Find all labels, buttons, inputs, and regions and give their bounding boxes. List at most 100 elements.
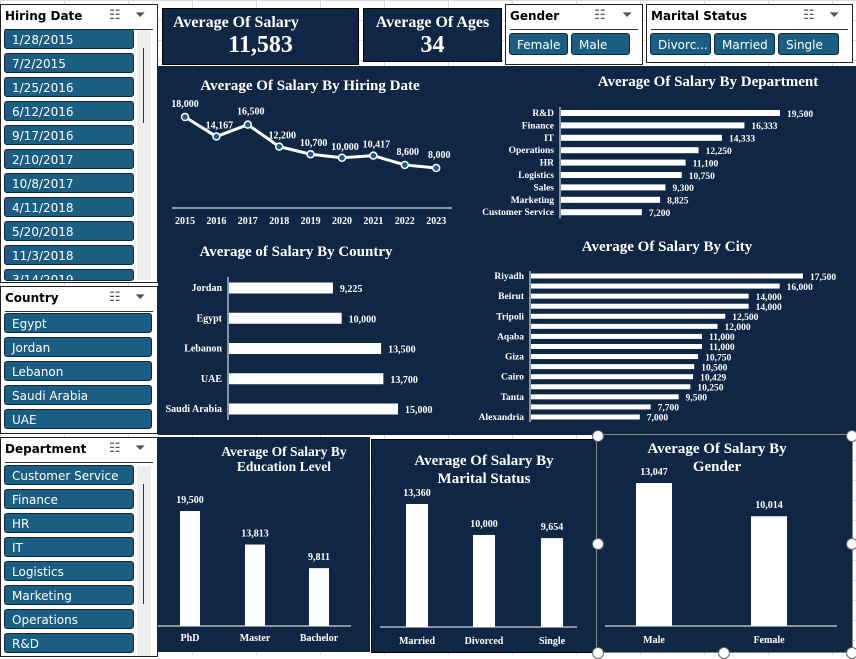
- data-label: 10,417: [363, 140, 391, 151]
- resize-handle[interactable]: [718, 647, 730, 659]
- resize-handle[interactable]: [846, 538, 856, 550]
- slicer-item[interactable]: Single: [778, 33, 839, 55]
- category-label: Male: [643, 635, 665, 646]
- bar: [531, 384, 691, 390]
- chart-title: Average Of Salary By: [414, 453, 554, 469]
- multi-select-icon[interactable]: ☷: [109, 8, 121, 23]
- slicer-item[interactable]: 3/14/2019: [4, 269, 134, 281]
- bar: [531, 273, 803, 279]
- data-point: [212, 132, 221, 141]
- slicer-item[interactable]: Logistics: [4, 561, 134, 581]
- chart-salary-by-marital-status[interactable]: Average Of Salary By Marital Status 13,360…: [371, 439, 598, 653]
- multi-select-icon[interactable]: ☷: [594, 8, 606, 23]
- clear-filter-icon[interactable]: ⏷: [829, 8, 840, 23]
- data-label: 11,000: [709, 343, 735, 353]
- slicer-item[interactable]: 10/8/2017: [4, 173, 134, 193]
- data-label: 16,000: [787, 283, 813, 293]
- category-label: HR: [540, 159, 554, 169]
- slicer-item[interactable]: 2/10/2017: [4, 149, 134, 169]
- bar: [531, 343, 702, 349]
- slicer-item[interactable]: 4/11/2018: [4, 197, 134, 217]
- slicer-item[interactable]: Married: [714, 33, 775, 55]
- clear-filter-icon[interactable]: ⏷: [622, 8, 633, 23]
- kpi-value: 34: [420, 32, 445, 58]
- bar: [531, 333, 702, 339]
- chart-salary-by-country[interactable]: Average of Salary By Country Jordan 9,225 E…: [160, 235, 460, 430]
- chart-salary-by-gender[interactable]: Average Of Salary By Gender 13,047 Male 10,0…: [596, 434, 853, 653]
- resize-handle[interactable]: [846, 647, 856, 659]
- bar: [309, 568, 329, 626]
- data-label: 8,600: [397, 147, 420, 158]
- data-label: 7,700: [658, 404, 680, 414]
- slicer-item[interactable]: 5/20/2018: [4, 221, 134, 241]
- resize-handle[interactable]: [846, 430, 856, 442]
- bar: [229, 403, 398, 415]
- clear-filter-icon[interactable]: ⏷: [135, 441, 146, 456]
- slicer-gender: Gender ☷ ⏷ Female Male: [505, 4, 643, 65]
- bar: [561, 134, 722, 141]
- resize-handle[interactable]: [592, 538, 604, 550]
- slicer-item[interactable]: HR: [4, 513, 134, 533]
- slicer-item[interactable]: IT: [4, 537, 134, 557]
- slicer-item[interactable]: Operations: [4, 609, 134, 629]
- data-label: 16,500: [237, 107, 264, 118]
- bar: [531, 394, 679, 400]
- data-point: [369, 151, 378, 160]
- bar: [531, 364, 695, 370]
- slicer-item[interactable]: R&D: [4, 633, 134, 653]
- data-label: 9,654: [541, 522, 564, 533]
- scrollbar[interactable]: [137, 30, 151, 280]
- slicer-item[interactable]: Male: [571, 33, 630, 55]
- multi-select-icon[interactable]: ☷: [803, 8, 815, 23]
- multi-select-icon[interactable]: ☷: [109, 441, 121, 456]
- data-label: 12,000: [725, 323, 751, 333]
- data-label: 12,500: [732, 313, 758, 323]
- slicer-item[interactable]: 1/28/2015: [4, 29, 134, 49]
- slicer-item[interactable]: Jordan: [4, 337, 152, 357]
- data-label: 13,813: [241, 529, 269, 540]
- slicer-title: Hiring Date: [5, 9, 83, 23]
- resize-handle[interactable]: [592, 647, 604, 659]
- slicer-item[interactable]: UAE: [4, 409, 152, 429]
- slicer-item[interactable]: Marketing: [4, 585, 134, 605]
- scrollbar[interactable]: [137, 466, 151, 656]
- chart-salary-by-city[interactable]: Average Of Salary By City Riyadh 17,50016,…: [465, 230, 856, 435]
- chart-salary-by-department[interactable]: Average Of Salary By Department R&D 19,500…: [465, 66, 856, 230]
- slicer-item[interactable]: Customer Service: [4, 465, 134, 485]
- slicer-item[interactable]: Divorc...: [650, 33, 711, 55]
- data-label: 13,047: [640, 467, 668, 478]
- slicer-title: Gender: [510, 9, 560, 23]
- slicer-item[interactable]: Egypt: [4, 313, 152, 333]
- data-label: 11,100: [693, 159, 719, 169]
- bar: [531, 354, 699, 360]
- category-label: Logistics: [518, 171, 554, 181]
- bar: [245, 544, 265, 626]
- slicer-item[interactable]: 7/2/2015: [4, 53, 134, 73]
- resize-handle[interactable]: [592, 430, 604, 442]
- kpi-label: Average Of Ages: [375, 14, 490, 31]
- category-label: Customer Service: [482, 208, 554, 218]
- x-tick-label: 2022: [395, 216, 415, 227]
- slicer-item[interactable]: 1/25/2016: [4, 77, 134, 97]
- slicer-item[interactable]: 6/12/2016: [4, 101, 134, 121]
- slicer-item[interactable]: 9/17/2016: [4, 125, 134, 145]
- data-point: [274, 142, 284, 151]
- kpi-label: Average Of Salary: [173, 14, 299, 31]
- bar: [229, 373, 384, 385]
- slicer-header: Department ☷ ⏷: [5, 438, 153, 463]
- data-label: 10,700: [300, 138, 328, 149]
- data-label: 14,000: [756, 293, 782, 303]
- clear-filter-icon[interactable]: ⏷: [135, 8, 146, 23]
- category-label: Aqaba: [497, 332, 524, 342]
- multi-select-icon[interactable]: ☷: [109, 290, 121, 305]
- clear-filter-icon[interactable]: ⏷: [135, 290, 146, 305]
- slicer-item[interactable]: Saudi Arabia: [4, 385, 152, 405]
- slicer-item[interactable]: Female: [509, 33, 568, 55]
- category-label: Finance: [522, 121, 554, 131]
- category-label: R&D: [532, 109, 554, 119]
- slicer-item[interactable]: Lebanon: [4, 361, 152, 381]
- slicer-item[interactable]: Finance: [4, 489, 134, 509]
- slicer-item[interactable]: 11/3/2018: [4, 245, 134, 265]
